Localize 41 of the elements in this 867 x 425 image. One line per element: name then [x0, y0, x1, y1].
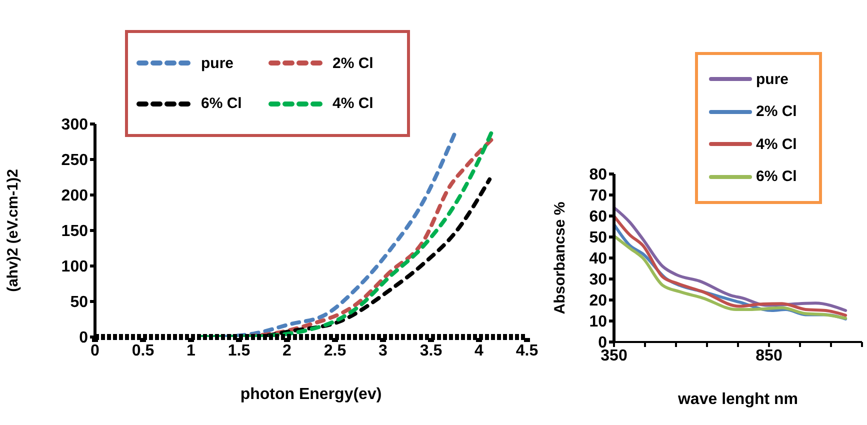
- x-tick-label: 2.5: [324, 342, 346, 360]
- x-tick-label: 4.5: [516, 342, 538, 360]
- y-tick-label: 40: [589, 250, 608, 268]
- line-series: [246, 138, 494, 337]
- x-tick-label: 1: [186, 342, 196, 360]
- y-tick-label: 20: [589, 292, 608, 310]
- y-tick-label: 0: [79, 330, 88, 347]
- y-tick-label: 50: [70, 294, 88, 312]
- y-tick-label: 300: [61, 116, 88, 134]
- x-tick-label: 3.5: [420, 342, 442, 360]
- legend-label: pure: [201, 54, 234, 72]
- y-tick-label: 30: [589, 272, 608, 289]
- legend-label: 4% Cl: [756, 136, 797, 153]
- x-tick-label: 0: [90, 342, 100, 360]
- y-tick-label: 150: [61, 223, 88, 240]
- y-tick-label: 70: [589, 188, 608, 205]
- x-tick-label: 4: [474, 342, 484, 360]
- x-tick-label: 1.5: [228, 342, 250, 360]
- y-tick-label: 250: [61, 152, 88, 170]
- legend-label: 6% Cl: [201, 95, 242, 112]
- x-axis-title: wave lenght nm: [676, 391, 798, 408]
- y-tick-label: 100: [61, 258, 88, 276]
- y-tick-label: 50: [589, 230, 608, 247]
- x-tick-label: 350: [600, 347, 628, 364]
- y-tick-label: 10: [589, 314, 608, 331]
- y-tick-label: 60: [589, 208, 608, 226]
- x-tick-label: 3: [378, 342, 388, 360]
- y-tick-label: 200: [61, 188, 88, 205]
- y-tick-label: 80: [589, 166, 608, 184]
- x-tick-label: 850: [756, 347, 782, 364]
- x-tick-label: 0.5: [132, 342, 154, 360]
- legend-label: 6% Cl: [756, 168, 797, 186]
- legend-label: 2% Cl: [756, 103, 797, 120]
- y-axis-title: (ahv)2 (eV.cm-1)2: [4, 169, 22, 292]
- legend-label: 2% Cl: [332, 54, 374, 72]
- legend-label: pure: [756, 70, 789, 88]
- x-tick-label: 2: [282, 342, 292, 360]
- x-axis-title: photon Energy(ev): [240, 386, 382, 403]
- legend-label: 4% Cl: [332, 95, 374, 112]
- line-series: [198, 130, 494, 337]
- y-axis-title: Absorbancse %: [551, 202, 568, 314]
